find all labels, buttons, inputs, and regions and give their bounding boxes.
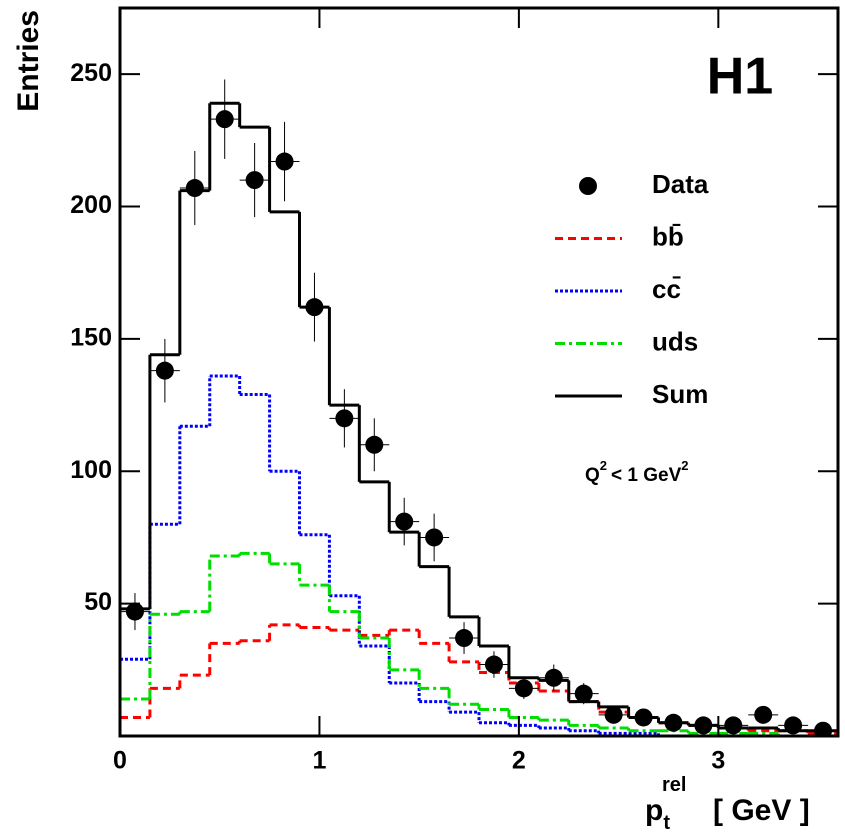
x-tick-label: 3 bbox=[711, 747, 725, 775]
data-point bbox=[724, 716, 743, 735]
experiment-label: H1 bbox=[707, 48, 773, 106]
annotation-part: < 1 GeV bbox=[611, 465, 682, 486]
histogram-series bbox=[120, 551, 838, 736]
data-point bbox=[215, 110, 234, 129]
annotation-part: 2 bbox=[681, 458, 688, 473]
data-point bbox=[514, 679, 533, 698]
data-point bbox=[365, 435, 384, 454]
data-point bbox=[574, 684, 593, 703]
x-label-part: p bbox=[645, 794, 663, 827]
legend-label: uds bbox=[652, 326, 698, 356]
data-point bbox=[185, 179, 204, 198]
legend-label: Data bbox=[652, 169, 709, 199]
x-tick-label: 0 bbox=[113, 747, 127, 775]
histogram-series bbox=[120, 374, 838, 736]
x-label-part: [ GeV ] bbox=[713, 794, 810, 827]
data-point bbox=[275, 152, 294, 171]
annotation-part: Q bbox=[585, 465, 600, 486]
data-point bbox=[664, 713, 683, 732]
legend-label: Sum bbox=[652, 379, 708, 409]
legend-marker bbox=[579, 177, 597, 195]
data-point bbox=[634, 708, 653, 727]
data-point bbox=[814, 721, 833, 736]
x-label-part: rel bbox=[662, 774, 686, 796]
data-point bbox=[484, 655, 503, 674]
data-point bbox=[455, 629, 474, 648]
data-point bbox=[305, 298, 324, 317]
y-tick-label: 150 bbox=[70, 324, 112, 352]
plot-area bbox=[120, 79, 838, 736]
legend-label: bb̄ bbox=[652, 221, 684, 251]
data-point bbox=[694, 716, 713, 735]
x-tick-label: 1 bbox=[312, 747, 326, 775]
histogram-series bbox=[120, 101, 838, 736]
x-tick-label: 2 bbox=[512, 747, 526, 775]
x-label-part: t bbox=[663, 812, 670, 833]
y-tick-label: 200 bbox=[70, 191, 112, 219]
data-point bbox=[395, 512, 414, 531]
data-point bbox=[245, 171, 264, 190]
data-point bbox=[125, 602, 144, 621]
data-point bbox=[155, 361, 174, 380]
frame bbox=[118, 6, 840, 738]
annotation: Q2 < 1 GeV2 bbox=[585, 458, 689, 486]
y-tick-label: 100 bbox=[70, 456, 112, 484]
y-axis-label: Entries bbox=[12, 10, 45, 112]
annotation-part: 2 bbox=[600, 458, 607, 473]
data-point bbox=[604, 705, 623, 724]
data-point bbox=[425, 528, 444, 547]
data-point bbox=[754, 705, 773, 724]
y-tick-label: 250 bbox=[70, 59, 112, 87]
legend-label: cc̄ bbox=[652, 274, 681, 304]
y-tick-label: 50 bbox=[84, 588, 112, 616]
data-point bbox=[544, 668, 563, 687]
x-axis-label: pt rel [ GeV ] bbox=[645, 774, 810, 833]
data-point bbox=[335, 409, 354, 428]
data-point bbox=[784, 716, 803, 735]
